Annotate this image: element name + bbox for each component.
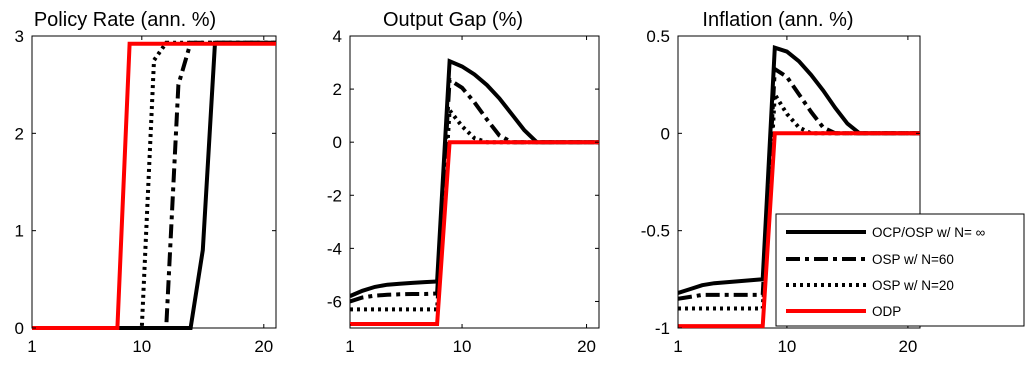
legend-label-odp: ODP xyxy=(872,304,901,319)
inflation-xtick-label: 1 xyxy=(673,337,682,356)
inflation-series-odp xyxy=(678,131,920,329)
policy-rate-ytick-label: 2 xyxy=(15,124,24,143)
policy-rate-axes-box xyxy=(31,35,277,329)
inflation-ytick-label: -1 xyxy=(655,319,670,338)
output-gap-series-osp-n60 xyxy=(350,76,599,304)
legend-label-ocp-osp-inf: OCP/OSP w/ N= ∞ xyxy=(872,225,986,240)
legend: OCP/OSP w/ N= ∞ OSP w/ N=60 OSP w/ N=20 … xyxy=(775,213,1025,327)
output-gap-series-odp xyxy=(350,140,599,326)
inflation-xtick-label: 20 xyxy=(898,337,917,356)
policy-rate-series-odp xyxy=(32,41,276,330)
policy-rate-ytick-label: 0 xyxy=(15,319,24,338)
policy-rate-xtick-label: 10 xyxy=(132,337,151,356)
output-gap-ytick-label: -4 xyxy=(327,239,342,258)
output-gap-ytick-label: -2 xyxy=(327,186,342,205)
inflation-series-osp-n20 xyxy=(678,87,920,311)
legend-label-osp-n20: OSP w/ N=20 xyxy=(872,278,954,293)
policy-rate-ytick-label: 1 xyxy=(15,222,24,241)
output-gap-title: Output Gap (%) xyxy=(383,9,523,31)
inflation-title: Inflation (ann. %) xyxy=(702,9,853,31)
output-gap-ytick-label: 0 xyxy=(333,133,342,152)
output-gap-xtick-label: 10 xyxy=(453,337,472,356)
policy-rate-xtick-label: 1 xyxy=(27,337,36,356)
output-gap-ytick-label: 2 xyxy=(333,80,342,99)
inflation-ytick-label: 0.5 xyxy=(646,27,670,46)
inflation-ytick-label: 0 xyxy=(661,124,670,143)
output-gap-xtick-label: 1 xyxy=(345,337,354,356)
output-gap-ytick-label: 4 xyxy=(333,27,342,46)
policy-rate-title: Policy Rate (ann. %) xyxy=(34,9,216,31)
output-gap-ytick-label: -6 xyxy=(327,292,342,311)
inflation-ytick-label: -0.5 xyxy=(641,222,670,241)
output-gap-series-ocp-osp-inf xyxy=(350,58,599,298)
inflation-series-ocp-osp-inf xyxy=(678,44,920,295)
policy-rate-series-osp-n60 xyxy=(32,40,276,330)
policy-rate-ytick-label: 3 xyxy=(15,27,24,46)
output-gap-series-osp-n20 xyxy=(350,104,599,312)
output-gap-xtick-label: 20 xyxy=(577,337,596,356)
inflation-xtick-label: 10 xyxy=(777,337,796,356)
output-gap-axes-box xyxy=(349,35,600,329)
legend-label-osp-n60: OSP w/ N=60 xyxy=(872,252,954,267)
policy-rate-xtick-label: 20 xyxy=(254,337,273,356)
